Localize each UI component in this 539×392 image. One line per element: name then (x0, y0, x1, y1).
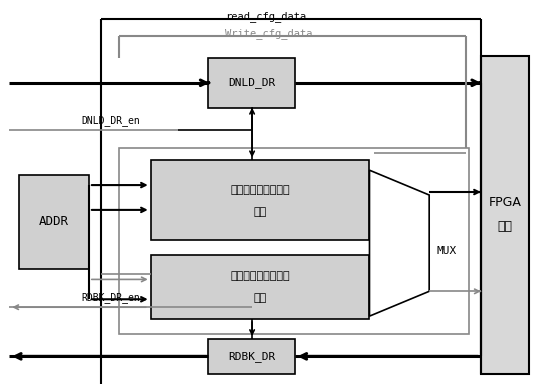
Text: 下载配置地址及控制: 下载配置地址及控制 (230, 185, 290, 195)
Text: FPGA: FPGA (488, 196, 521, 209)
Text: 回读配置地址及控制: 回读配置地址及控制 (230, 271, 290, 281)
Text: 产生: 产生 (253, 293, 267, 303)
Bar (19, 175, 89, 269)
Polygon shape (369, 170, 429, 316)
Bar (208, 58, 295, 108)
Text: MUX: MUX (437, 246, 457, 256)
Text: Write_cfg_data: Write_cfg_data (225, 28, 313, 39)
Text: RDBK_DR: RDBK_DR (228, 351, 275, 362)
Text: 阵列: 阵列 (497, 220, 512, 233)
Bar (119, 148, 469, 334)
Bar (150, 160, 369, 240)
Bar (481, 56, 529, 374)
Text: DNLD_DR_en: DNLD_DR_en (81, 116, 140, 127)
Text: read_cfg_data: read_cfg_data (225, 11, 307, 22)
Text: RDBK_DR_en: RDBK_DR_en (81, 292, 140, 303)
Text: ADDR: ADDR (39, 215, 69, 228)
Bar (150, 254, 369, 319)
Text: DNLD_DR: DNLD_DR (228, 77, 275, 88)
Bar (208, 339, 295, 374)
Text: 产生: 产生 (253, 207, 267, 217)
